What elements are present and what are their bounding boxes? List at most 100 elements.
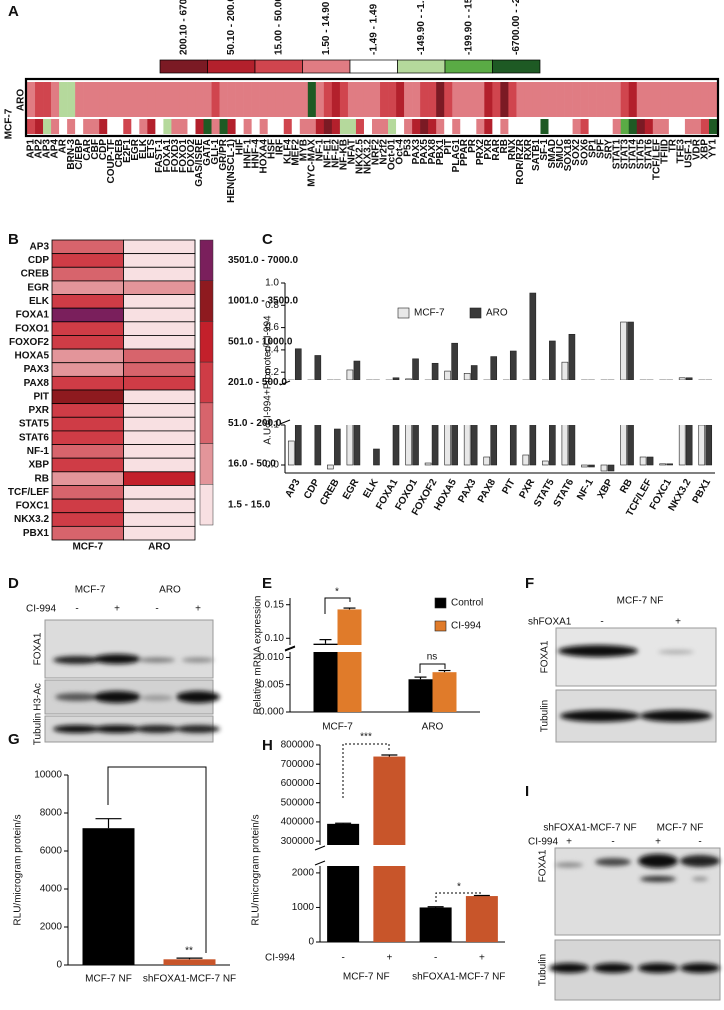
column-label: STAT5 [635, 139, 646, 170]
y-tick-label: 0.0 [265, 460, 279, 471]
bar [705, 379, 713, 380]
blot-title: MCF-7 NF [617, 596, 664, 607]
bar [646, 456, 654, 466]
heatmap-cell [51, 403, 124, 418]
bar [470, 425, 478, 466]
heatmap-cell [163, 119, 172, 134]
heatmap-cell [59, 119, 68, 134]
heatmap-cell [123, 375, 196, 391]
column-label: SMUC [555, 139, 566, 168]
row-label: PXR [28, 405, 49, 416]
bar [607, 379, 615, 380]
heatmap-cell [564, 119, 573, 134]
bar [405, 425, 412, 466]
row-label: FOXC1 [16, 501, 50, 512]
row-label: NKX3.2 [14, 514, 49, 525]
heatmap-cell [51, 321, 124, 336]
legend-swatch [199, 443, 214, 485]
annotation: ns [427, 652, 438, 663]
legend-label: MCF-7 [414, 308, 445, 319]
heatmap-cell [139, 119, 148, 134]
row-label: PAX8 [24, 378, 50, 389]
heatmap-cell [420, 119, 429, 134]
heatmap-cell [420, 82, 429, 117]
sign: - [611, 837, 614, 848]
legend-label: 1.5 - 15.0 [228, 499, 271, 510]
column-label: KLF4 [282, 139, 293, 164]
heatmap-cell [259, 82, 268, 117]
heatmap-cell [540, 119, 549, 134]
column-label: PAX8 [427, 139, 438, 165]
x-tick-label: PIT [500, 477, 517, 496]
panel-label: D [8, 575, 19, 592]
heatmap-cell [620, 119, 630, 134]
heatmap-cell [51, 512, 124, 527]
bar [529, 292, 537, 380]
heatmap-cell [187, 119, 196, 134]
blot-f: MCF-7 NF shFOXA1 - + FOXA1 Tubulin [528, 596, 717, 743]
band-label: H3-Ac [33, 683, 44, 711]
legend-label: -6700.00 - -200.00 [511, 0, 522, 55]
column-label: CDP [98, 139, 109, 160]
heatmap-cell [307, 119, 317, 134]
bar [412, 358, 419, 380]
heatmap-cell [51, 307, 124, 323]
heatmap-cell [580, 119, 589, 134]
bar [561, 425, 569, 466]
heatmap-cell [476, 119, 485, 134]
heatmap-cell [428, 119, 437, 134]
column-label: GATA [202, 139, 213, 166]
heatmap-cell [460, 119, 469, 134]
heatmap-cell [524, 82, 533, 117]
significance-bracket [324, 597, 351, 614]
column-label: HSF [266, 139, 277, 159]
heatmap-cell [396, 119, 405, 134]
heatmap-cell [460, 82, 469, 117]
bar [287, 440, 295, 466]
sign: + [675, 617, 681, 628]
bar [444, 370, 451, 380]
y-axis-title: Relative mRNA expression [253, 596, 264, 715]
y-tick-label: 0.2 [265, 367, 279, 378]
column-label: Oct-4 [395, 139, 406, 165]
y-tick-label: 0.8 [265, 300, 279, 311]
bar [639, 379, 647, 380]
heatmap-cell [588, 119, 597, 134]
bar [294, 348, 302, 380]
heatmap-cell [51, 485, 124, 500]
heatmap-cell [380, 82, 389, 117]
heatmap-cell [412, 82, 421, 117]
heatmap-cell [604, 119, 613, 134]
heatmap-cell [51, 416, 124, 432]
heatmap-cell [43, 82, 52, 117]
bar [424, 462, 432, 466]
column-label: ROR/RZR [515, 138, 526, 184]
heatmap-cell [99, 119, 108, 134]
heatmap-cell [275, 119, 285, 134]
y-tick-label: 1.0 [265, 278, 279, 289]
row-label: FOXO1 [15, 323, 49, 334]
cell-line-label: MCF-7 NF [657, 823, 704, 834]
row-label: HOXA5 [15, 351, 50, 362]
legend-swatch [199, 484, 214, 526]
row-label: FOXOF2 [9, 337, 49, 348]
heatmap-cell [355, 82, 365, 117]
column-label: PIT [443, 139, 454, 155]
x-tick-label: MCF-7 [322, 722, 353, 733]
x-tick-label: MCF-7 NF [85, 974, 132, 985]
legend-swatch [199, 321, 214, 363]
column-label: PXR [483, 138, 494, 159]
panel-label: B [8, 231, 19, 248]
x-tick-label: RB [618, 477, 635, 495]
column-label: CBF [90, 139, 101, 160]
legend-label: 3501.0 - 7000.0 [228, 255, 298, 266]
heatmap-cell [492, 82, 501, 117]
legend-swatch [199, 239, 214, 281]
heatmap-cell [291, 119, 301, 134]
y-tick-label: 0.6 [265, 322, 279, 333]
panel-label: A [8, 3, 19, 20]
column-label: FOXO1 [178, 139, 189, 173]
column-label: ETS [146, 139, 157, 159]
column-label: HEN(NSCL-1) [226, 139, 237, 203]
